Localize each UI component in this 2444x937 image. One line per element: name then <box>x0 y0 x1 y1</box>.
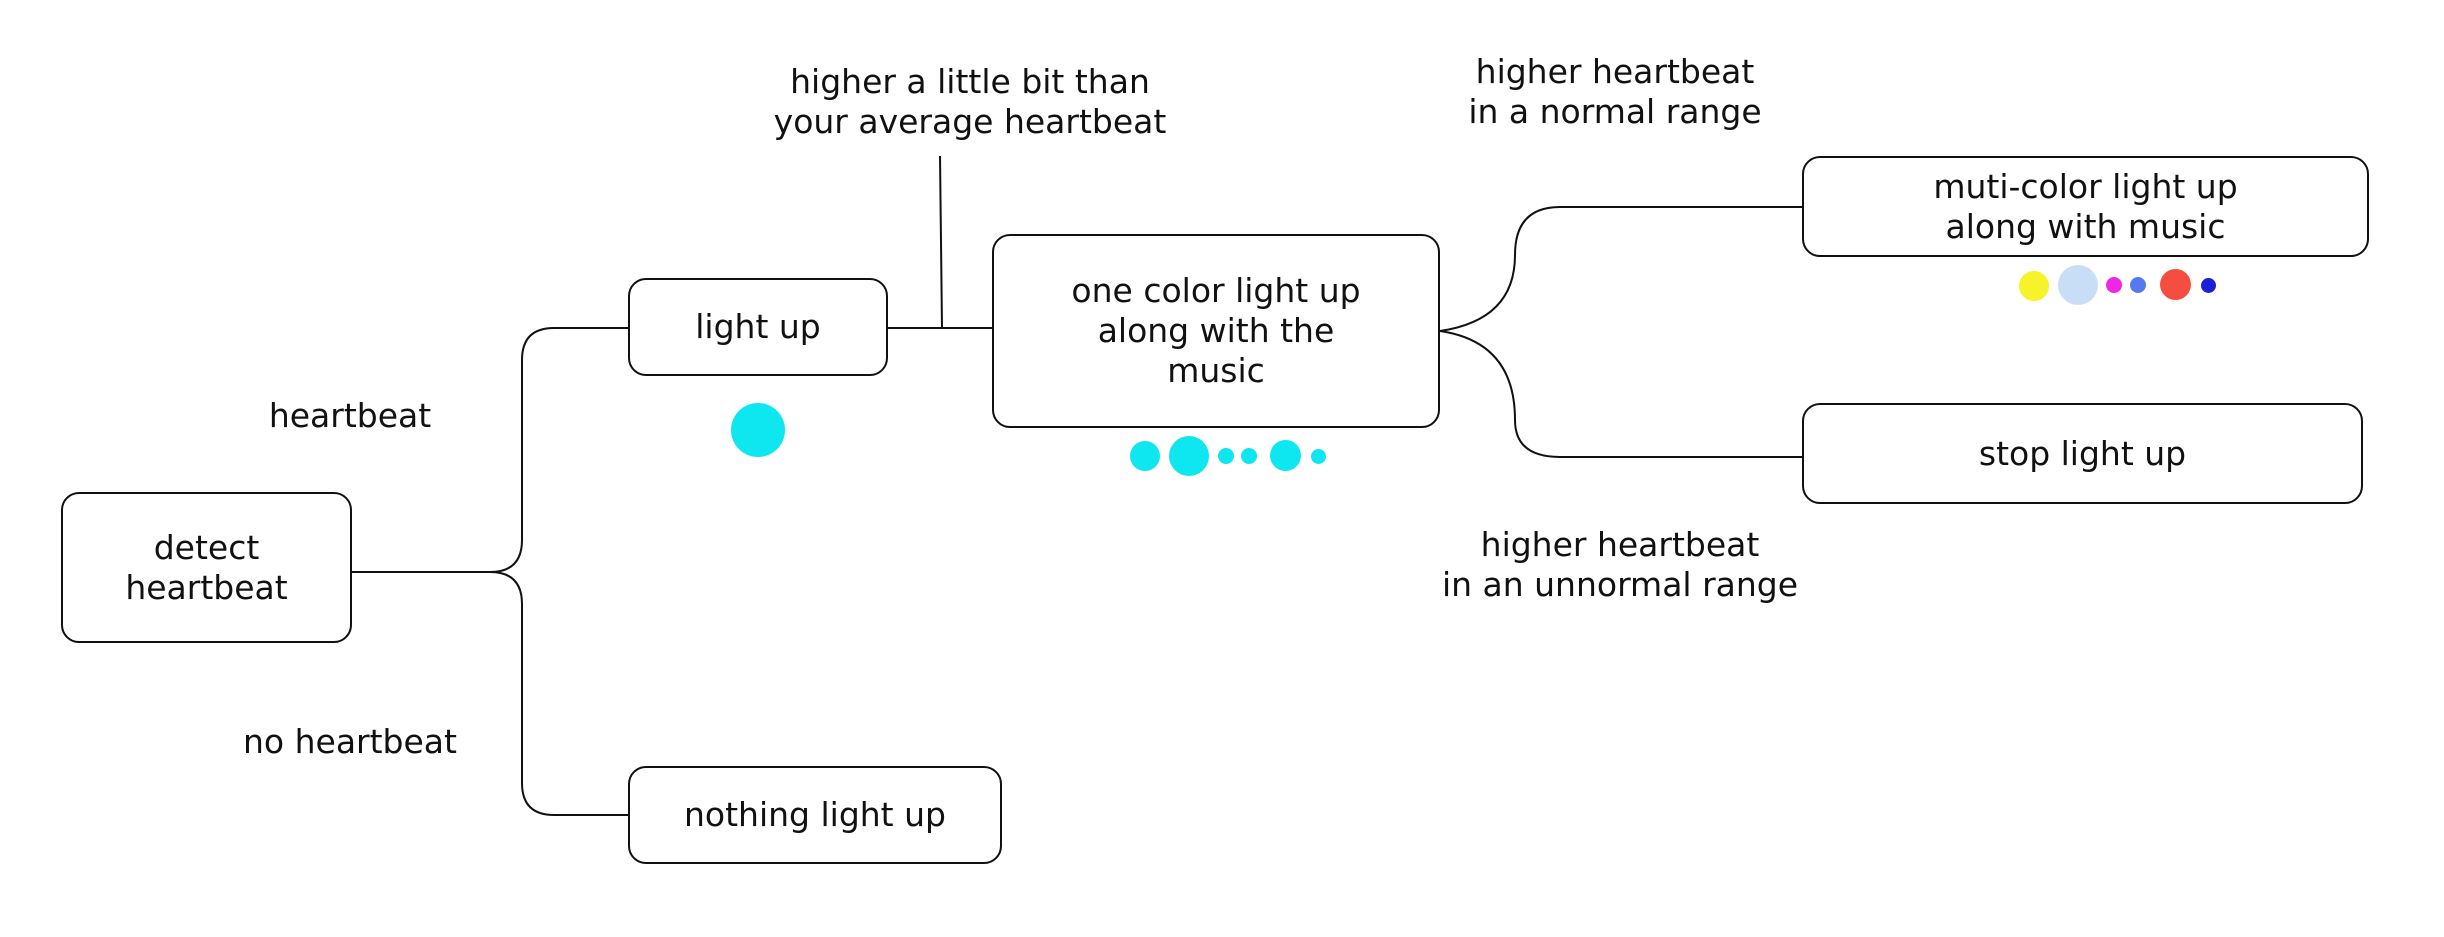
node-nothing-light-up: nothing light up <box>628 766 1002 864</box>
edge-onecolor-multi <box>1439 206 1802 332</box>
single-color-dot <box>731 403 785 457</box>
yellow-dot <box>2019 271 2049 301</box>
cyan-dot-1 <box>1130 441 1160 471</box>
node-detect-heartbeat: detect heartbeat <box>61 492 352 643</box>
node-multi-color-light-up: muti-color light up along with music <box>1802 156 2369 257</box>
blue-dot <box>2130 277 2146 293</box>
edge-higher-little-tick <box>939 155 943 329</box>
edge-onecolor-stop <box>1439 330 1802 458</box>
edge-detect-no-heartbeat <box>489 571 632 816</box>
label-higher-little: higher a little bit than your average he… <box>773 62 1167 141</box>
red-dot <box>2160 269 2191 300</box>
node-one-color-light-up: one color light up along with the music <box>992 234 1440 428</box>
node-light-up: light up <box>628 278 888 376</box>
label-higher-unnormal: higher heartbeat in an unnormal range <box>1441 525 1799 604</box>
light-blue-dot <box>2058 265 2098 305</box>
label-no-heartbeat: no heartbeat <box>243 722 457 761</box>
edge-detect-trunk <box>352 327 632 573</box>
label-heartbeat: heartbeat <box>268 396 432 435</box>
cyan-dot-3 <box>1218 448 1234 464</box>
magenta-dot <box>2106 277 2122 293</box>
label-higher-normal: higher heartbeat in a normal range <box>1468 52 1762 131</box>
cyan-dot-2 <box>1169 436 1209 476</box>
cyan-dot-4 <box>1241 448 1257 464</box>
node-stop-light-up: stop light up <box>1802 403 2363 504</box>
cyan-dot-5 <box>1270 440 1301 471</box>
navy-dot <box>2201 278 2216 293</box>
cyan-dot-6 <box>1311 449 1326 464</box>
